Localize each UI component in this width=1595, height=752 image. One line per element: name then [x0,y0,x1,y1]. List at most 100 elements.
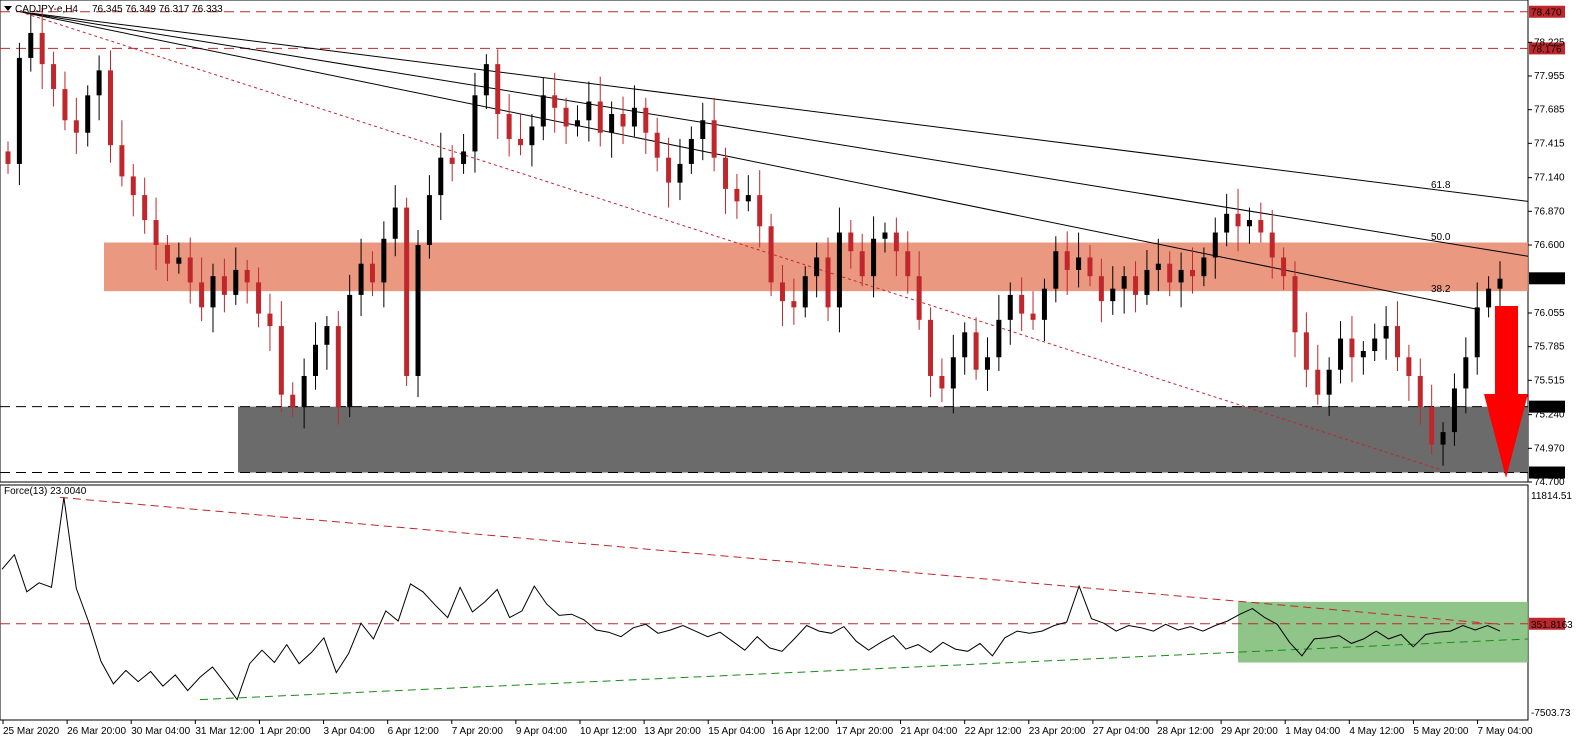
current-price-label: 76.333 [1531,274,1562,285]
candle-body [381,238,387,283]
force-tick-label: 11814.51 [1531,491,1572,502]
price-tick-label: 75.240 [1534,410,1565,421]
candle-body [130,176,136,196]
candle-body [563,107,569,127]
candle-body [757,195,763,227]
candle-body [574,120,580,127]
candle-body [244,269,250,283]
candle-body [221,276,227,295]
candle-body [882,232,888,239]
candle-body [791,301,797,308]
candle-body [335,326,341,408]
candle-body [1360,351,1366,358]
time-tick-label: 7 Apr 20:00 [452,726,504,737]
bearish-arrow-icon [1484,306,1528,478]
candle-body [1406,357,1412,376]
candle-body [768,226,774,283]
level-tag-label: 78.176 [1531,44,1562,55]
candle-body [290,394,296,408]
candle-body [142,195,148,221]
candle-body [688,138,694,164]
time-tick-label: 10 Apr 12:00 [580,726,637,737]
candle-body [597,101,603,133]
candle-body [836,232,842,308]
candle-body [16,57,22,164]
candle-body [745,195,751,202]
candle-body [176,257,182,264]
fib-fan-line [19,11,1529,202]
force-reference-tag [1529,617,1565,630]
candle-body [1246,220,1252,227]
candle-body [1474,307,1480,358]
candle-body [506,114,512,139]
time-tick-label: 22 Apr 12:00 [965,726,1022,737]
candle-body [928,319,934,376]
candle-body [278,326,284,395]
price-tick-label: 76.055 [1534,308,1565,319]
dotted-trendline [19,11,1441,471]
candle-body [461,151,467,164]
candle-body [426,195,432,245]
candle-body [1269,232,1275,258]
time-tick-label: 1 May 04:00 [1285,726,1340,737]
collapse-arrow-icon[interactable] [4,6,12,11]
candle-body [199,282,205,308]
level-tag-label: 74.776 [1531,469,1562,480]
candle-body [495,64,501,115]
time-tick-label: 1 Apr 20:00 [259,726,311,737]
candle-body [631,107,637,127]
candle-body [1064,251,1070,270]
candle-body [1155,263,1161,270]
candle-body [620,114,626,127]
candle-body [187,257,193,283]
candle-body [62,89,68,121]
candle-body [973,332,979,370]
candle-body [324,326,330,345]
candle-body [609,114,615,133]
candle-body [723,157,729,189]
candle-body [210,276,216,308]
candle-body [5,151,11,164]
candle-body [950,357,956,389]
candle-body [1189,269,1195,277]
candle-body [392,207,398,239]
candle-body [1098,276,1104,302]
price-tick-label: 77.955 [1534,71,1565,82]
candle-body [39,32,45,65]
time-tick-label: 27 Apr 04:00 [1093,726,1150,737]
candle-body [85,95,91,133]
candle-body [802,276,808,308]
candle-body [779,282,785,302]
price-tick-label: 76.600 [1534,240,1565,251]
time-tick-label: 25 Mar 2020 [3,726,60,737]
candle-body [1030,313,1036,320]
candle-body [916,276,922,320]
force-indicator: 351.8163 11814.51 -7503.73 [0,491,1573,719]
candle-body [825,257,831,308]
time-tick-label: 30 Mar 04:00 [131,726,190,737]
candle-body [119,145,125,177]
time-tick-label: 9 Apr 04:00 [516,726,568,737]
candle-body [1235,213,1241,227]
candle-body [472,95,478,152]
candle-body [654,132,660,158]
candle-body [96,70,102,96]
time-tick-label: 16 Apr 12:00 [772,726,829,737]
fib-fan-line [19,11,1481,311]
candle-body [1497,278,1503,289]
time-tick-label: 29 Apr 20:00 [1221,726,1278,737]
candle-body [586,101,592,121]
candle-body [1440,432,1446,445]
candle-body [1212,232,1218,258]
candle-body [1303,332,1309,370]
candle-body [962,332,968,358]
candle-body [1144,269,1150,295]
level-tag [1529,5,1565,18]
candle-body [153,220,159,245]
candle-body [666,157,672,183]
candle-body [540,95,546,127]
candle-body [233,269,239,295]
candle-body [1110,288,1116,302]
candle-body [1417,375,1423,408]
